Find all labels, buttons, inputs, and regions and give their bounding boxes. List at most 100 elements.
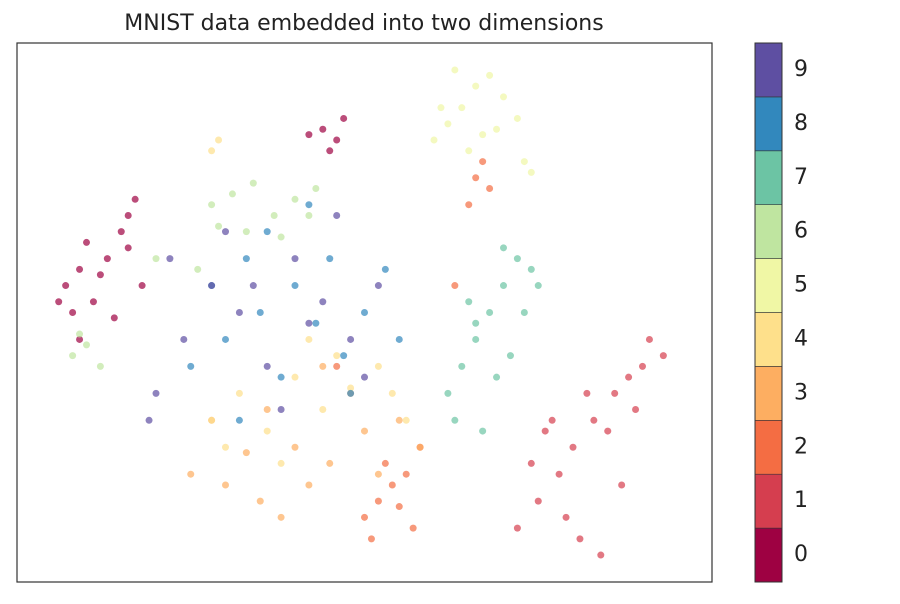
point <box>472 335 480 343</box>
colorbar-label: 3 <box>794 380 808 405</box>
point <box>465 201 473 209</box>
point <box>62 282 70 290</box>
point <box>645 335 653 343</box>
point <box>374 470 382 478</box>
point <box>291 282 299 290</box>
point <box>361 309 368 316</box>
point <box>242 228 250 236</box>
point <box>361 373 368 381</box>
point <box>451 416 459 424</box>
point <box>76 265 84 273</box>
point <box>374 362 382 370</box>
colorbar-label: 9 <box>794 57 808 82</box>
point <box>374 282 382 290</box>
point <box>604 427 612 435</box>
point <box>235 389 243 397</box>
point <box>305 201 313 209</box>
point <box>242 449 250 457</box>
point <box>520 309 528 316</box>
point <box>472 174 480 182</box>
point <box>520 158 528 166</box>
colorbar-segment <box>754 204 783 259</box>
point <box>96 271 104 279</box>
point <box>479 427 487 435</box>
point <box>659 352 667 360</box>
point <box>235 309 243 316</box>
point <box>249 179 257 187</box>
point <box>117 228 125 236</box>
point <box>263 406 271 414</box>
point <box>333 352 341 360</box>
point <box>208 201 216 209</box>
point <box>444 389 452 397</box>
plot-frame <box>16 42 713 583</box>
point <box>291 373 299 381</box>
point <box>513 255 521 263</box>
point <box>388 481 396 489</box>
point <box>430 136 438 144</box>
point <box>486 309 494 316</box>
colorbar-label: 7 <box>794 165 808 190</box>
point <box>291 195 299 203</box>
point <box>263 362 271 370</box>
colorbar-segment <box>754 473 783 529</box>
points <box>55 66 667 559</box>
point <box>541 427 549 435</box>
point <box>194 265 202 273</box>
point <box>228 190 236 198</box>
point <box>249 282 257 290</box>
point <box>402 416 410 424</box>
point <box>326 147 334 155</box>
point <box>555 470 563 478</box>
point <box>55 298 63 306</box>
point <box>486 71 494 79</box>
point <box>493 125 501 133</box>
point <box>402 470 410 478</box>
point <box>256 497 264 505</box>
point <box>618 481 626 489</box>
point <box>500 244 507 252</box>
point <box>96 362 104 370</box>
point <box>500 282 507 290</box>
point <box>534 282 542 290</box>
point <box>180 335 188 343</box>
point <box>374 497 382 505</box>
colorbar-label: 6 <box>794 219 808 244</box>
point <box>291 443 299 451</box>
colorbar-segment <box>754 150 783 206</box>
colorbar-label: 4 <box>794 326 808 351</box>
point <box>305 211 313 219</box>
point <box>277 513 285 521</box>
point <box>145 416 153 424</box>
point <box>444 120 452 128</box>
point <box>625 373 633 381</box>
point <box>527 168 535 176</box>
chart-title: MNIST data embedded into two dimensions <box>124 11 603 36</box>
point <box>639 362 646 370</box>
point <box>347 389 355 397</box>
point <box>465 147 473 155</box>
point <box>208 282 216 290</box>
point <box>333 362 341 370</box>
point <box>69 309 77 316</box>
point <box>451 66 459 74</box>
point <box>208 147 216 155</box>
point <box>319 362 327 370</box>
point <box>277 459 285 467</box>
colorbar-label: 8 <box>794 111 808 136</box>
point <box>361 427 368 435</box>
point <box>263 228 271 236</box>
point <box>215 136 223 144</box>
point <box>347 335 355 343</box>
point <box>215 222 223 230</box>
point <box>291 255 299 263</box>
point <box>124 211 132 219</box>
point <box>235 416 243 424</box>
point <box>534 497 542 505</box>
colorbar-segment <box>754 96 783 152</box>
point <box>305 131 313 139</box>
point <box>513 524 521 532</box>
point <box>103 255 111 263</box>
point <box>395 416 403 424</box>
